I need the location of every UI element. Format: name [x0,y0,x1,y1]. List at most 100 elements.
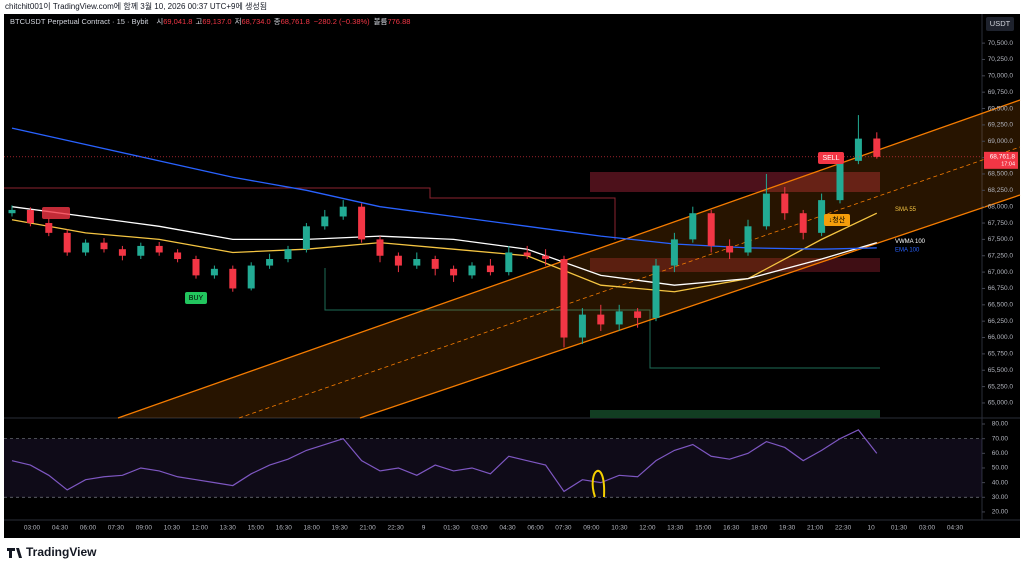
candle-body [505,252,513,273]
candle-body [560,259,568,338]
change: −280.2 (−0.38%) [314,17,370,26]
candle-body [358,206,366,240]
price-tick-label: 69,000.0 [988,138,1014,145]
ohlc-label: 시 [156,17,163,26]
price-tick-label: 70,500.0 [988,40,1014,47]
price-tick-label: 68,000.0 [988,203,1014,210]
level-line [324,268,880,369]
time-tick-label: 12:00 [639,525,656,532]
candle-body [781,193,789,214]
price-tick-label: 65,750.0 [988,351,1014,358]
time-tick-label: 10:30 [611,525,628,532]
candle-body [670,239,678,266]
time-tick-label: 16:30 [723,525,740,532]
price-tick-label: 69,750.0 [988,89,1014,96]
ohlc-value: 69,041.8 [163,17,192,26]
candle-body [155,245,163,253]
time-tick-label: 01:30 [443,525,460,532]
price-tick-label: 70,250.0 [988,56,1014,63]
sell-label: SELL [822,155,839,162]
time-tick-label: 18:00 [304,525,321,532]
time-tick-label: 19:30 [779,525,796,532]
candle-body [762,193,770,227]
header-text: chitchit001이 TradingView.com에 함께 3월 10, … [5,1,267,11]
price-tick-label: 68,250.0 [988,187,1014,194]
candle-body [192,259,200,276]
time-tick-label: 22:30 [387,525,404,532]
brand-logo [7,548,22,558]
overlay-line [11,206,877,286]
time-tick-label: 07:30 [555,525,572,532]
candle-body [45,223,53,233]
price-tick-label: 65,250.0 [988,383,1014,390]
price-tick-label: 66,750.0 [988,285,1014,292]
buy-badge [185,292,207,304]
price-tick-label: 69,250.0 [988,122,1014,129]
candle-body [873,138,881,157]
candle-body [100,242,108,250]
candle-body [63,232,71,253]
time-tick-label: 18:00 [751,525,768,532]
overlay-label: VWMA 100 [895,239,926,245]
rsi-line [11,429,878,493]
time-tick-label: 09:00 [136,525,153,532]
time-tick-label: 03:00 [24,525,41,532]
candle-body [229,268,237,289]
currency-box [986,17,1014,31]
chart-background [4,14,1020,538]
time-tick-label: 13:30 [667,525,684,532]
volume: 776.88 [387,17,410,26]
time-tick-label: 15:00 [695,525,712,532]
sell-badge [818,152,844,164]
candle-body [689,213,697,240]
candle-body [339,206,347,217]
axes: 65,000.0 65,250.0 65,500.0 65,750.0 66,000.0… [4,40,1018,532]
rsi-tick-label: 20.00 [992,509,1009,516]
time-tick-label: 04:30 [52,525,69,532]
price-tick-label: 69,500.0 [988,105,1014,112]
channel-upper [117,99,1021,419]
candle-body [302,226,310,250]
candle-body [726,245,734,253]
countdown: 17:04 [1001,161,1015,167]
candle-body [818,200,826,233]
candle-body [321,216,329,227]
candle-body [744,226,752,253]
candles [8,115,881,348]
candle-body [8,209,16,214]
candle-body [284,249,292,260]
candle-body [486,265,494,273]
rsi-tick-label: 70.00 [992,435,1009,442]
candle-body [615,311,623,325]
price-tick-label: 67,500.0 [988,236,1014,243]
price-tick-label: 66,250.0 [988,318,1014,325]
rsi-tick-label: 30.00 [992,494,1009,501]
time-tick-label: 06:00 [80,525,97,532]
time-tick-label: 10:30 [164,525,181,532]
candle-body [707,213,715,246]
time-tick-label: 04:30 [499,525,516,532]
channel-mid [238,146,1021,419]
overlay-label: SMA 55 [895,207,917,213]
symbol: BTCUSDT Perpetual Contract · 15 · Bybit [10,17,149,26]
ohlc-value: 68,761.8 [281,17,310,26]
exit-badge [824,214,850,226]
time-tick-label: 01:30 [891,525,908,532]
candle-body [578,314,586,338]
price-tick-label: 67,000.0 [988,269,1014,276]
ohlc-label: 저 [235,17,242,26]
candle-body [799,213,807,233]
candle-body [174,252,182,260]
candle-body [210,268,218,276]
channel-lower [359,194,1021,419]
time-tick-label: 12:00 [192,525,209,532]
candle-body [468,265,476,276]
rsi-pane: 20.00 30.00 40.00 50.00 60.00 70.00 80.00 [4,421,1008,516]
currency: USDT [990,19,1011,28]
candle-body [431,259,439,269]
brand: TradingView [26,545,97,559]
rsi-tick-label: 40.00 [992,479,1009,486]
zone [590,258,880,272]
